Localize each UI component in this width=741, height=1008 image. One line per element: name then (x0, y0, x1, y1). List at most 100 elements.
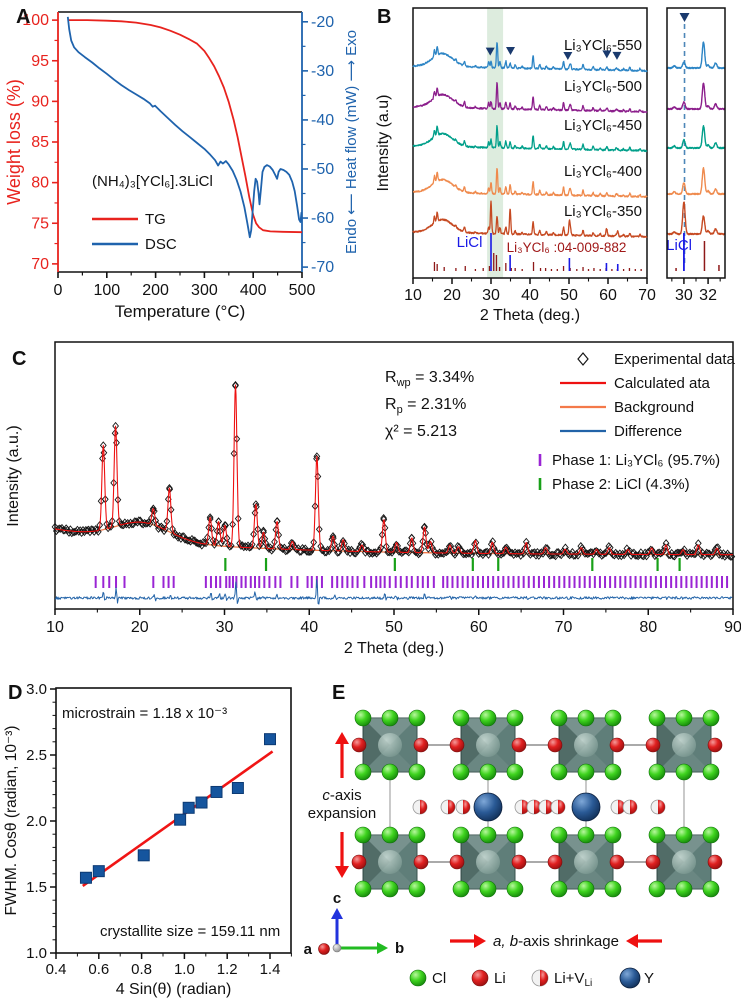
svg-text:20: 20 (131, 619, 149, 636)
svg-text:LiCl: LiCl (457, 234, 483, 251)
phase1-ticks (94, 576, 729, 588)
svg-text:3.0: 3.0 (26, 681, 47, 698)
svg-text:0: 0 (54, 282, 63, 299)
panel-c-rietveld-chart: 10 20 30 40 50 60 70 80 90 2 Theta (deg.) Intensit… (5, 341, 741, 657)
panel-b-xrd-stack-chart: LiCl Li₃YCl₆ :04-009-882 10 20 30 40 50 60 70 2 T… (375, 7, 726, 324)
svg-text:1.2: 1.2 (217, 961, 238, 978)
phase2-ticks (224, 558, 681, 571)
svg-text:Li: Li (494, 970, 506, 987)
xrd-series-500 (412, 82, 648, 114)
series-DSC (66, 16, 303, 239)
structure-legend: Cl Li Li+VLi Y (409, 967, 654, 989)
svg-text:Li+VLi: Li+VLi (554, 970, 592, 989)
panel-label-c: C (12, 348, 27, 370)
svg-text:Cl: Cl (432, 970, 446, 987)
ab-axis-shrinkage-annotation: a, b-axis shrinkage (450, 933, 662, 950)
svg-text:b: b (395, 940, 404, 957)
svg-text:85: 85 (31, 134, 49, 151)
svg-text:40: 40 (300, 619, 318, 636)
svg-text:1.4: 1.4 (260, 961, 281, 978)
svg-text:30: 30 (216, 619, 234, 636)
svg-text:500: 500 (289, 282, 316, 299)
svg-text:70: 70 (31, 256, 49, 273)
data-points (79, 733, 276, 884)
svg-text:Rp = 2.31%: Rp = 2.31% (385, 396, 466, 416)
svg-text:0.4: 0.4 (46, 961, 67, 978)
svg-text:2 Theta (deg.): 2 Theta (deg.) (480, 307, 580, 324)
svg-text:microstrain = 1.18 x 10⁻³: microstrain = 1.18 x 10⁻³ (62, 705, 227, 722)
svg-text:(NH₄)₃[YCl₆].3LiCl: (NH₄)₃[YCl₆].3LiCl (92, 173, 213, 190)
panel-label-a: A (16, 6, 31, 28)
svg-text:Difference: Difference (614, 423, 682, 440)
svg-text:Endo ⟵ Heat flow (mW) ⟶ Ex: Endo ⟵ Heat flow (mW) ⟶ Exo (343, 30, 360, 254)
svg-text:FWHM. Cosθ (radian, 10⁻³): FWHM. Cosθ (radian, 10⁻³) (3, 726, 20, 916)
svg-text:Intensity (a.u.): Intensity (a.u.) (5, 425, 22, 526)
svg-text:-60: -60 (311, 210, 334, 227)
svg-text:1.0: 1.0 (174, 961, 195, 978)
svg-text:Temperature (°C): Temperature (°C) (115, 302, 246, 321)
xrd-series-400 (412, 167, 648, 199)
svg-text:90: 90 (724, 619, 741, 636)
ycl6-octahedron (656, 834, 712, 890)
svg-text:TG: TG (145, 211, 166, 228)
svg-text:2.0: 2.0 (26, 813, 47, 830)
svg-text:Intensity (a.u): Intensity (a.u) (375, 95, 392, 192)
xrd-main-plot: LiCl Li₃YCl₆ :04-009-882 10 20 30 40 50 60 70 2 T… (375, 7, 656, 324)
svg-text:70: 70 (638, 287, 656, 304)
svg-text:0.8: 0.8 (131, 961, 152, 978)
svg-text:75: 75 (31, 215, 49, 232)
svg-text:LiCl: LiCl (666, 237, 692, 254)
svg-text:Li₃YCl₆-500: Li₃YCl₆-500 (564, 78, 642, 95)
svg-text:Li₃YCl₆-450: Li₃YCl₆-450 (564, 117, 642, 134)
svg-text:10: 10 (46, 619, 64, 636)
svg-text:χ² = 5.213: χ² = 5.213 (385, 423, 457, 440)
series-TG (67, 19, 303, 234)
svg-text:a: a (304, 941, 313, 958)
panel-label-e: E (332, 682, 346, 704)
panel-d-williamson-hall-chart: 1.0 1.5 2.0 2.5 3.0 0.4 0.6 0.8 1.0 1.2 1.4 4 Sin(θ… (3, 681, 292, 998)
tga-dsc-plot: 70 75 80 85 90 95 100 -20 -30 -40 -50 -60 -70 0 100 200… (4, 11, 360, 321)
svg-text:20: 20 (443, 287, 461, 304)
svg-text:70: 70 (555, 619, 573, 636)
svg-text:-20: -20 (311, 14, 334, 31)
svg-text:50: 50 (560, 287, 578, 304)
ycl6-octahedron (460, 717, 516, 773)
svg-text:Li₃YCl₆ :04-009-882: Li₃YCl₆ :04-009-882 (507, 240, 627, 255)
series-calculated (54, 384, 733, 556)
rietveld-plot: 10 20 30 40 50 60 70 80 90 2 Theta (deg.) Intensit… (5, 341, 741, 657)
svg-text:2.5: 2.5 (26, 747, 47, 764)
ycl6-octahedron (558, 834, 614, 890)
xrd-series-350 (412, 200, 648, 239)
svg-text:1.0: 1.0 (26, 945, 47, 962)
svg-text:90: 90 (31, 93, 49, 110)
svg-text:100: 100 (22, 12, 49, 29)
series-difference (54, 579, 733, 605)
svg-text:Phase 1: Li₃YCl₆ (95.7%): Phase 1: Li₃YCl₆ (95.7%) (552, 452, 720, 469)
svg-text:60: 60 (599, 287, 617, 304)
svg-text:DSC: DSC (145, 236, 177, 253)
svg-text:Calculated ata: Calculated ata (614, 375, 711, 392)
svg-text:Rwp = 3.34%: Rwp = 3.34% (385, 369, 474, 389)
svg-text:-50: -50 (311, 161, 334, 178)
svg-text:40: 40 (521, 287, 539, 304)
svg-text:80: 80 (31, 175, 49, 192)
svg-text:Weight loss (%): Weight loss (%) (4, 79, 24, 205)
axis-gizmo: c b a (304, 890, 405, 958)
svg-text:200: 200 (142, 282, 169, 299)
svg-text:80: 80 (639, 619, 657, 636)
svg-text:50: 50 (385, 619, 403, 636)
svg-text:32: 32 (699, 287, 717, 304)
svg-text:-70: -70 (311, 259, 334, 276)
svg-text:100: 100 (93, 282, 120, 299)
xrd-series-450 (412, 124, 648, 153)
svg-text:1.5: 1.5 (26, 879, 47, 896)
svg-text:-30: -30 (311, 63, 334, 80)
panel-a-tga-dsc-chart: 70 75 80 85 90 95 100 -20 -30 -40 -50 -60 -70 0 100 200… (4, 11, 360, 321)
svg-text:Background: Background (614, 399, 694, 416)
svg-text:Li₃YCl₆-350: Li₃YCl₆-350 (564, 203, 642, 220)
wh-plot: 1.0 1.5 2.0 2.5 3.0 0.4 0.6 0.8 1.0 1.2 1.4 4 Sin(θ… (3, 681, 292, 998)
svg-text:c-axis: c-axis (322, 787, 361, 804)
svg-text:400: 400 (240, 282, 267, 299)
